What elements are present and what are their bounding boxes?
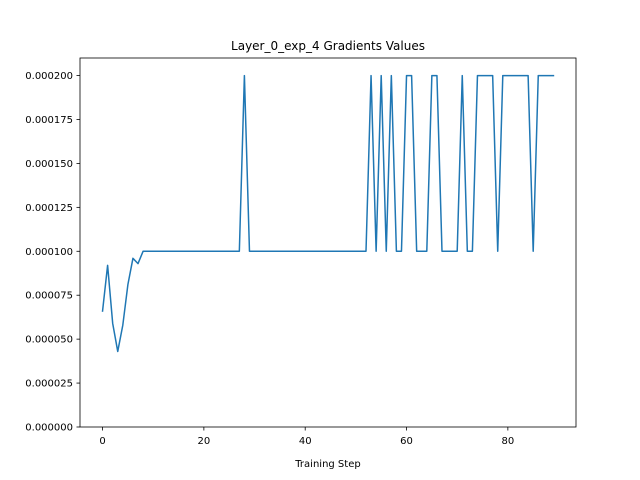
plot-area: 0 20 40 60 80 0.000000 0.000025 0.000050 0.00007… [25, 57, 577, 447]
y-tick-label: 0.000000 [25, 423, 73, 434]
x-tick-label: 80 [501, 436, 514, 447]
x-tick-label: 60 [400, 436, 413, 447]
y-tick-label: 0.000100 [25, 247, 73, 258]
x-tick-label: 40 [299, 436, 312, 447]
y-tick-label: 0.000075 [25, 291, 73, 302]
y-tick-label: 0.000050 [25, 335, 73, 346]
axes-frame [79, 57, 577, 428]
series-line-0 [101, 74, 555, 353]
x-tick-label: 0 [99, 436, 105, 447]
x-tick-label: 20 [198, 436, 211, 447]
y-tick-label: 0.000125 [25, 203, 73, 214]
y-tick-label: 0.000200 [25, 71, 73, 82]
y-tick-label: 0.000025 [25, 379, 73, 390]
chart-title: Layer_0_exp_4 Gradients Values [231, 39, 425, 53]
y-tick-label: 0.000150 [25, 159, 73, 170]
y-tick-label: 0.000175 [25, 115, 73, 126]
x-axis-label: Training Step [294, 459, 360, 470]
